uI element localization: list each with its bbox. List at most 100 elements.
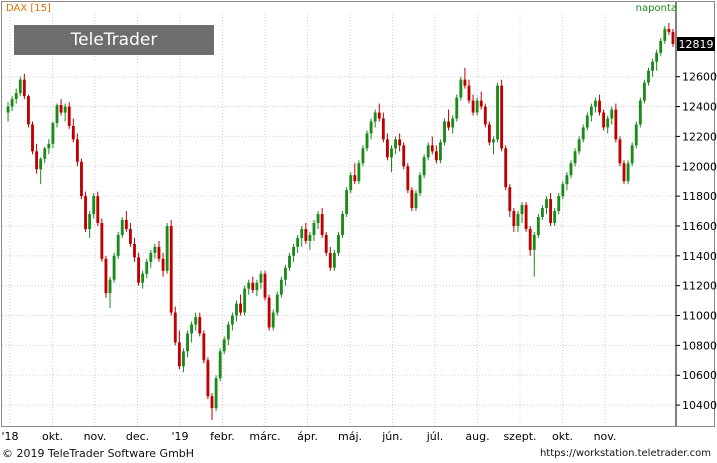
candle-body bbox=[520, 205, 524, 215]
candle-body bbox=[394, 139, 397, 149]
candle-body bbox=[516, 214, 520, 226]
candle-body bbox=[182, 351, 185, 367]
candle-body bbox=[80, 161, 83, 197]
x-tick-label: okt. bbox=[552, 430, 573, 443]
x-tick-label: nov. bbox=[594, 430, 617, 443]
candle-body bbox=[292, 246, 296, 256]
candle-body bbox=[651, 61, 654, 71]
y-tick-label: 10800 bbox=[682, 339, 717, 352]
candle-body bbox=[133, 243, 136, 258]
candle-body bbox=[361, 148, 365, 164]
candle-body bbox=[414, 193, 418, 209]
candle-body bbox=[357, 163, 361, 182]
candle-body bbox=[655, 52, 659, 62]
candle-body bbox=[606, 118, 610, 128]
candle-body bbox=[398, 139, 402, 146]
candle-body bbox=[618, 139, 622, 164]
candle-body bbox=[671, 31, 675, 45]
candle-body bbox=[634, 124, 638, 146]
candle-body bbox=[430, 145, 434, 152]
candle-body bbox=[96, 196, 100, 223]
candle-body bbox=[153, 246, 157, 253]
logo-bold-text: WorkStation bbox=[54, 60, 174, 80]
candle-body bbox=[496, 85, 499, 140]
candle-body bbox=[385, 139, 389, 158]
candle-body bbox=[512, 211, 516, 226]
grid-layer bbox=[2, 14, 676, 426]
candle-body bbox=[251, 282, 255, 291]
x-tick-label: júl. bbox=[426, 430, 444, 443]
candle-body bbox=[31, 124, 34, 152]
candle-body bbox=[565, 175, 569, 185]
candle-body bbox=[51, 122, 55, 144]
candle-body bbox=[540, 208, 544, 218]
symbol-label[interactable]: DAX [15] bbox=[6, 3, 51, 14]
candle-body bbox=[451, 118, 455, 128]
website-link[interactable]: https://workstation.teletrader.com bbox=[539, 448, 711, 459]
candle-body bbox=[214, 378, 218, 409]
candle-body bbox=[500, 85, 504, 149]
candle-body bbox=[667, 28, 671, 32]
candle-body bbox=[642, 82, 646, 101]
candle-body bbox=[271, 312, 275, 328]
x-tick-label: ápr. bbox=[297, 430, 318, 443]
candle-body bbox=[573, 151, 577, 164]
candle-body bbox=[190, 324, 194, 334]
candle-body bbox=[206, 360, 210, 397]
candle-body bbox=[14, 93, 18, 100]
candle-body bbox=[483, 106, 487, 125]
plot-area-border bbox=[1, 1, 715, 427]
candle-body bbox=[471, 100, 475, 113]
candle-body bbox=[141, 273, 145, 283]
candle-body bbox=[337, 234, 340, 253]
candle-body bbox=[406, 166, 410, 191]
x-tick-label: szept. bbox=[503, 430, 536, 443]
candle-body bbox=[10, 99, 14, 107]
candle-body bbox=[508, 187, 512, 212]
candle-body bbox=[492, 139, 495, 143]
candle-body bbox=[381, 118, 385, 140]
x-tick-label: '19 bbox=[171, 430, 188, 443]
candle-body bbox=[263, 273, 267, 298]
candle-body bbox=[259, 273, 263, 283]
candle-body bbox=[369, 121, 373, 134]
candles-layer bbox=[6, 22, 675, 421]
candle-body bbox=[659, 40, 663, 53]
candle-body bbox=[524, 205, 528, 229]
candle-body bbox=[402, 145, 406, 167]
candle-body bbox=[345, 190, 349, 215]
candle-body bbox=[161, 258, 165, 271]
candle-body bbox=[577, 139, 581, 152]
interval-label[interactable]: naponta bbox=[635, 3, 677, 14]
candle-body bbox=[467, 85, 471, 101]
candle-body bbox=[173, 312, 177, 343]
candle-body bbox=[418, 175, 422, 194]
candle-body bbox=[222, 339, 226, 352]
candle-body bbox=[296, 237, 300, 247]
candle-body bbox=[598, 100, 601, 113]
candle-body bbox=[463, 79, 467, 86]
candle-body bbox=[279, 279, 283, 295]
candle-body bbox=[104, 258, 108, 294]
candle-body bbox=[157, 246, 161, 259]
candle-body bbox=[112, 255, 116, 280]
candle-body bbox=[349, 175, 353, 191]
candle-body bbox=[594, 100, 597, 107]
x-tick-label: márc. bbox=[249, 430, 280, 443]
candle-body bbox=[186, 333, 189, 352]
y-tick-label: 12200 bbox=[682, 130, 717, 143]
candle-body bbox=[585, 115, 589, 128]
candle-body bbox=[137, 257, 141, 283]
candle-body bbox=[602, 112, 606, 128]
x-tick-label: okt. bbox=[42, 430, 63, 443]
candle-body bbox=[422, 157, 426, 176]
candle-body bbox=[663, 28, 667, 41]
candle-body bbox=[373, 112, 377, 122]
candle-body bbox=[288, 255, 291, 268]
x-tick-label: máj. bbox=[338, 430, 362, 443]
candle-body bbox=[630, 145, 634, 164]
candle-body bbox=[443, 121, 446, 143]
candle-body bbox=[84, 196, 87, 229]
candle-body bbox=[504, 148, 508, 188]
